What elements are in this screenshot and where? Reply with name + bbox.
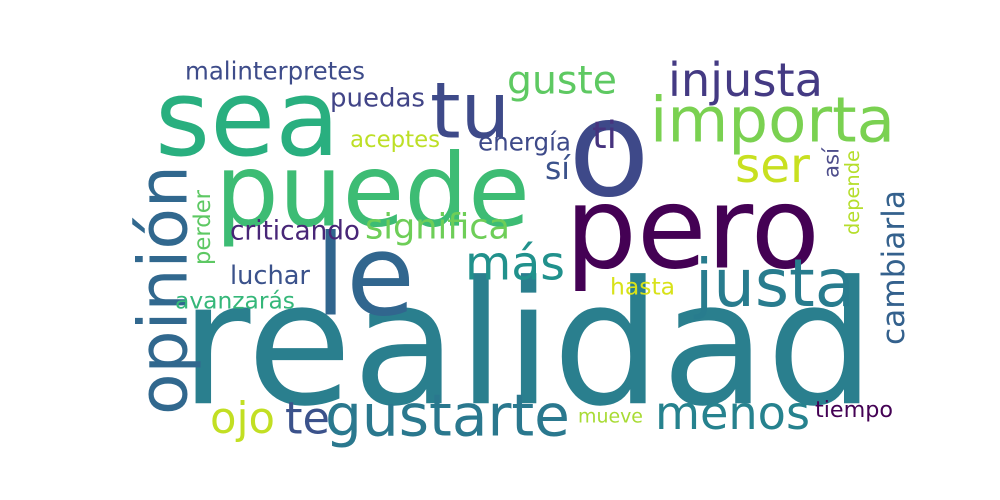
cloud-word: tiempo xyxy=(815,397,893,423)
cloud-word: te xyxy=(285,392,330,444)
cloud-word: ti xyxy=(592,113,617,157)
cloud-word: malinterpretes xyxy=(185,57,365,86)
cloud-word: menos xyxy=(655,386,810,440)
cloud-word: mueve xyxy=(578,406,643,428)
cloud-word: más xyxy=(465,236,565,291)
cloud-word: perder xyxy=(190,189,216,265)
cloud-word: puede xyxy=(215,133,530,250)
cloud-word: avanzarás xyxy=(175,286,295,314)
cloud-word: injusta xyxy=(668,53,823,107)
cloud-word: importa xyxy=(650,84,895,157)
cloud-word: luchar xyxy=(230,261,310,291)
cloud-word: significa xyxy=(365,206,510,247)
cloud-word: aceptes xyxy=(350,127,440,153)
cloud-word: puedas xyxy=(330,84,425,114)
cloud-word: guste xyxy=(507,58,617,104)
cloud-word: o xyxy=(568,71,650,227)
cloud-word: le xyxy=(315,212,415,342)
cloud-word: ojo xyxy=(210,394,275,444)
cloud-word: así xyxy=(819,147,844,178)
cloud-word: realidad xyxy=(180,245,875,444)
cloud-word: sea xyxy=(155,57,340,180)
cloud-word: pero xyxy=(565,163,820,295)
cloud-word: depende xyxy=(841,150,864,235)
cloud-word: cambiarla xyxy=(876,190,912,345)
cloud-word: justa xyxy=(693,246,855,322)
cloud-word: criticando xyxy=(230,216,360,246)
cloud-word: hasta xyxy=(610,272,675,300)
cloud-word: energía xyxy=(478,128,571,157)
cloud-word: gustarte xyxy=(325,382,570,450)
cloud-word: ser xyxy=(735,138,810,194)
cloud-word: sí xyxy=(545,151,571,187)
cloud-word: tu xyxy=(430,67,510,157)
cloud-word: opinión xyxy=(124,165,203,415)
